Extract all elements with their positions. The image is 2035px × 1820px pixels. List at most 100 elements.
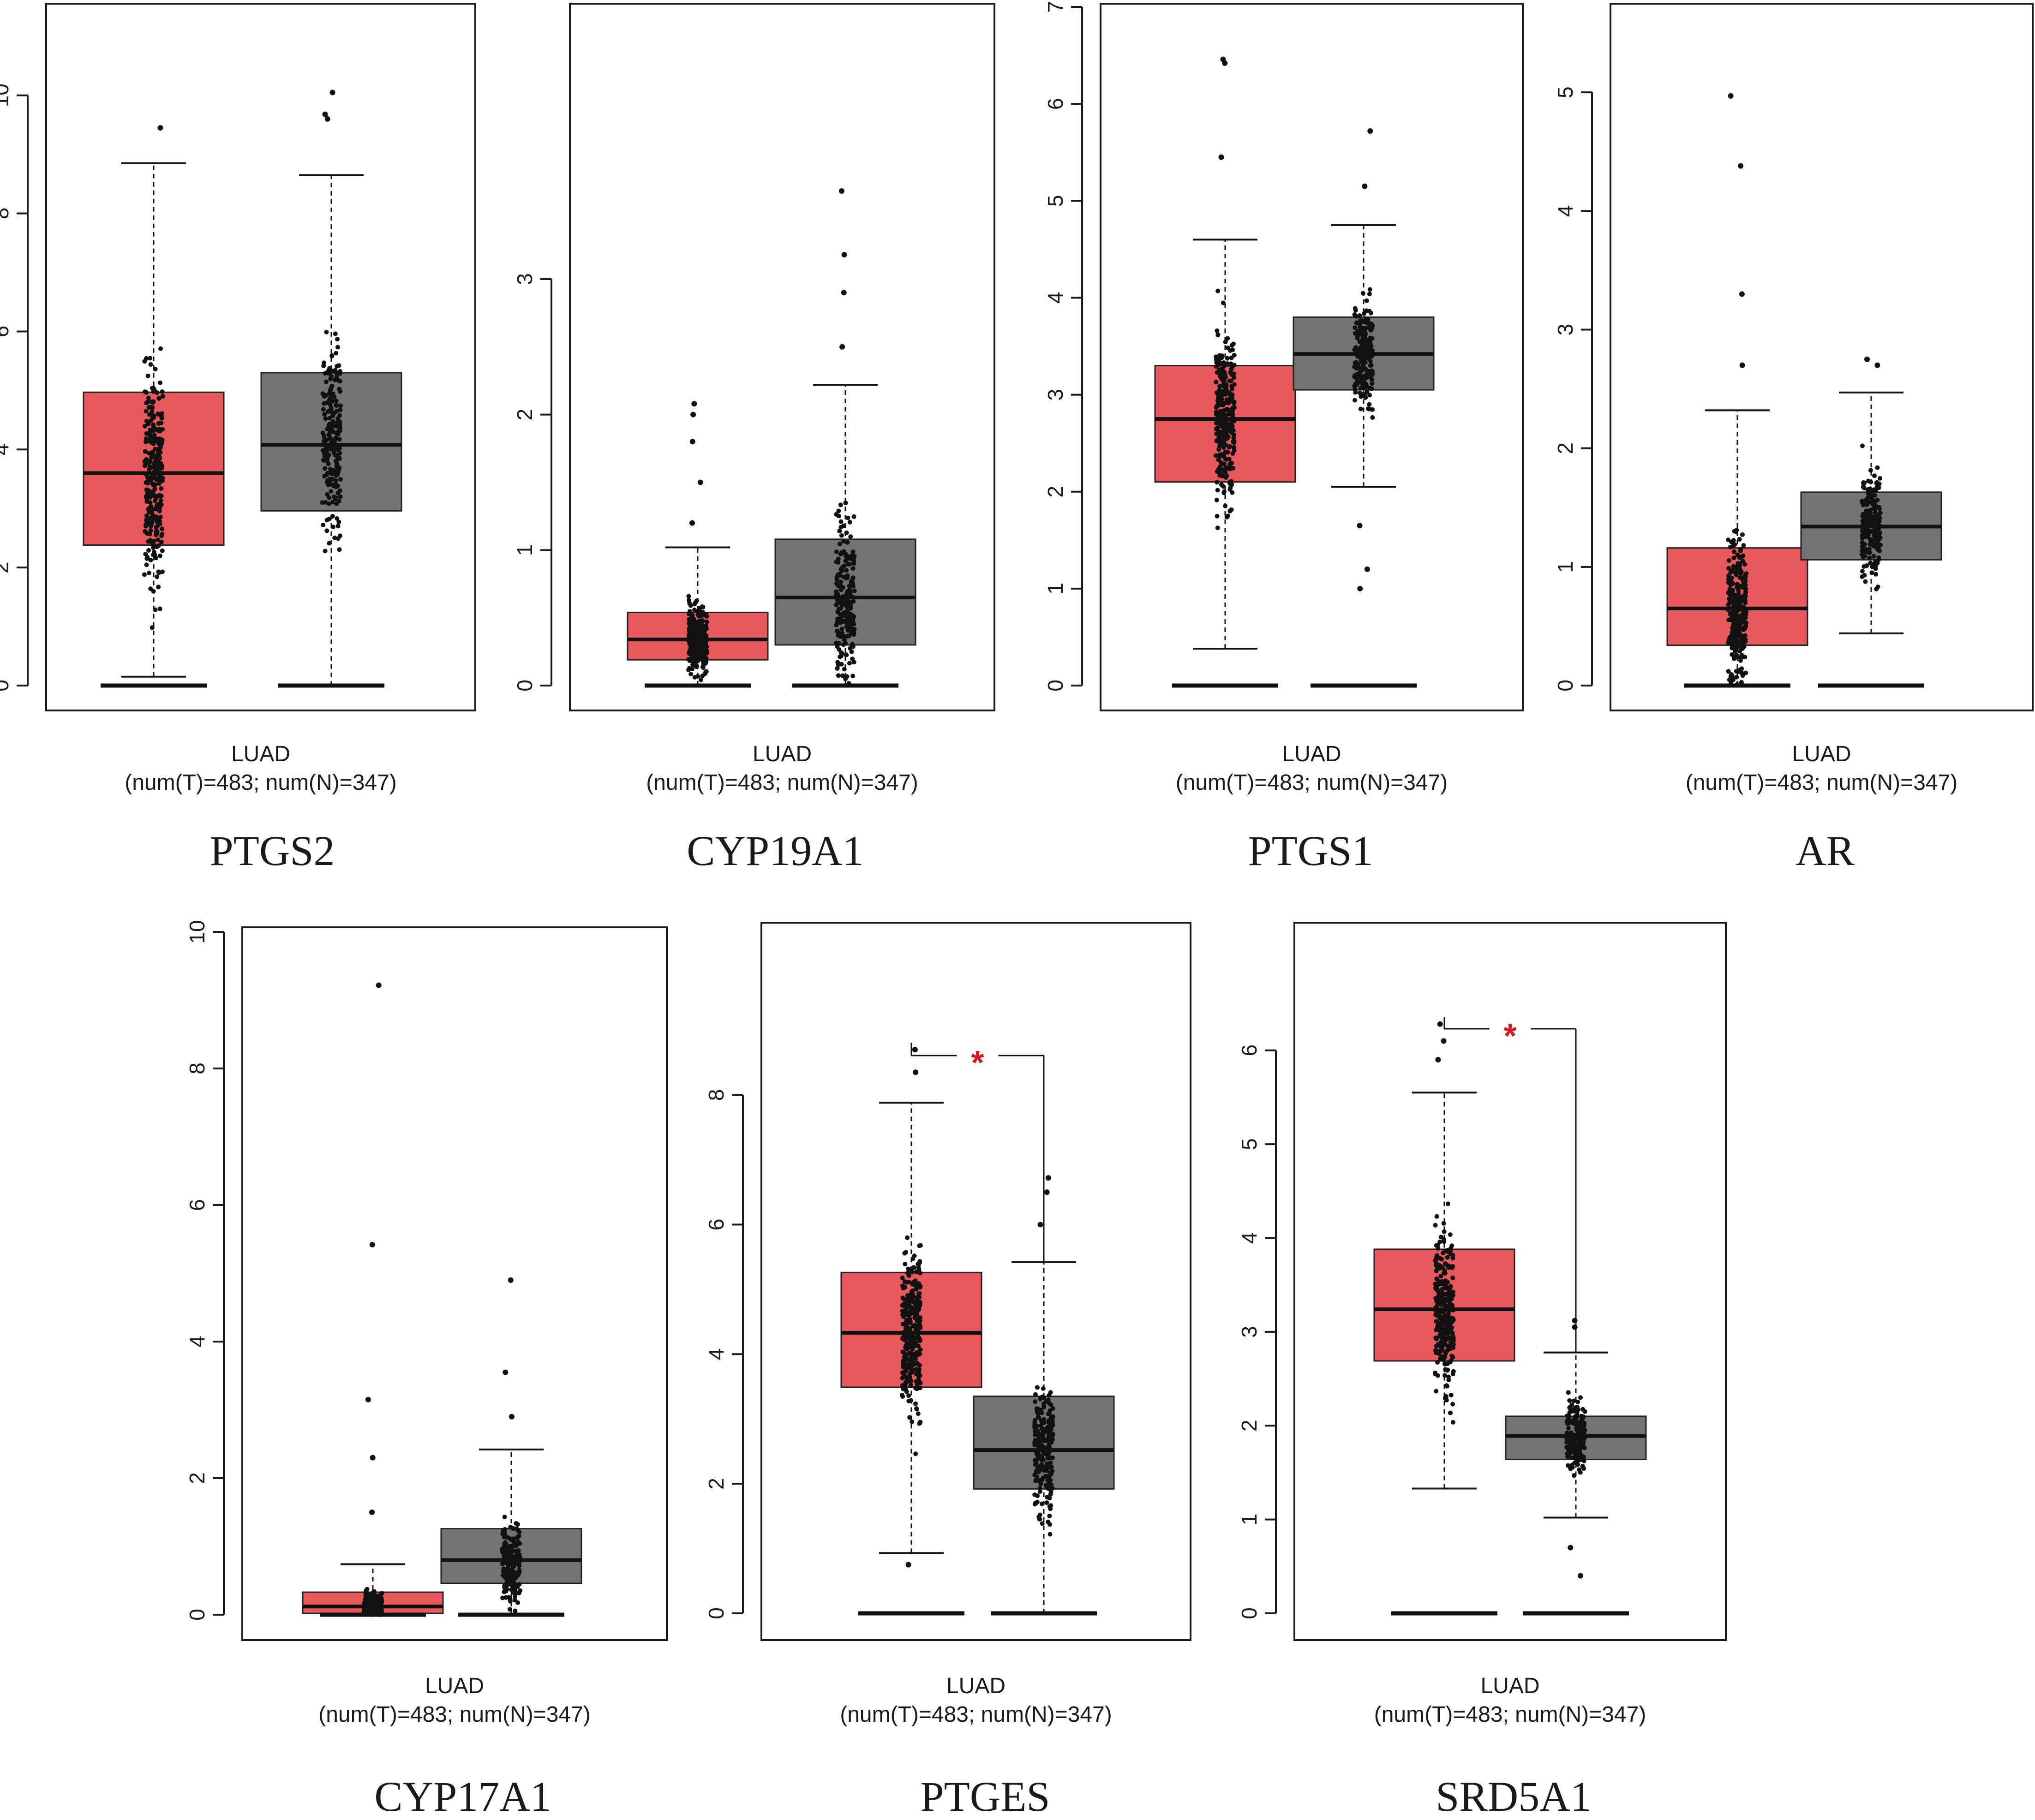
data-point (1046, 1486, 1051, 1491)
data-point (1736, 588, 1741, 593)
data-point (1873, 532, 1879, 537)
data-point (1878, 476, 1883, 481)
data-point (156, 505, 161, 510)
data-point (1217, 354, 1222, 359)
data-point (1863, 579, 1868, 584)
data-point (1726, 597, 1731, 602)
data-point (1861, 524, 1866, 529)
data-point (904, 1343, 909, 1348)
data-point (1216, 390, 1221, 395)
data-point (518, 1588, 523, 1593)
data-point (335, 524, 341, 529)
data-point (337, 446, 342, 451)
data-point (502, 1515, 507, 1520)
data-point (1874, 522, 1879, 527)
data-point (1726, 566, 1731, 571)
data-point (840, 673, 845, 678)
data-point (1579, 1442, 1584, 1447)
data-point (1220, 400, 1225, 406)
data-point (913, 1451, 918, 1456)
x-axis-label: LUAD (1480, 1674, 1539, 1698)
outlier-point (839, 344, 845, 350)
data-point (906, 1304, 911, 1309)
data-point (911, 1361, 916, 1366)
data-point (1742, 654, 1747, 659)
data-point (1361, 374, 1366, 379)
outlier-point (1577, 1573, 1583, 1579)
data-point (1448, 1232, 1453, 1237)
data-point (851, 599, 856, 604)
data-point (1044, 1500, 1049, 1505)
data-point (1223, 503, 1228, 508)
data-point (917, 1363, 922, 1368)
data-point (330, 513, 335, 519)
y-tick-label: 0 (0, 680, 13, 692)
data-point (838, 519, 844, 524)
data-point (687, 601, 692, 606)
data-point (1045, 1495, 1050, 1500)
y-tick-label: 2 (1237, 1420, 1261, 1432)
data-point (370, 1593, 375, 1598)
data-point (1868, 479, 1873, 484)
data-point (1451, 1336, 1456, 1341)
data-point (1050, 1417, 1055, 1422)
data-point (842, 563, 847, 568)
data-point (150, 625, 155, 630)
data-point (144, 562, 149, 567)
outlier-point (1357, 523, 1363, 529)
outlier-point (689, 520, 695, 526)
data-point (378, 1597, 383, 1602)
gene-title: PTGES (920, 1773, 1050, 1820)
data-point (1219, 396, 1224, 401)
data-point (1862, 546, 1867, 551)
data-point (900, 1359, 905, 1364)
data-point (848, 595, 853, 600)
data-point (148, 475, 153, 480)
data-point (835, 629, 840, 634)
outlier-point (913, 1069, 919, 1075)
outlier-point (691, 401, 697, 407)
data-point (1365, 406, 1371, 411)
data-point (1566, 1463, 1571, 1468)
data-point (914, 1406, 919, 1411)
data-point (904, 1366, 910, 1372)
data-points (1860, 356, 1883, 591)
data-point (1728, 544, 1733, 549)
data-point (851, 514, 856, 519)
data-point (1873, 559, 1878, 564)
data-point (1742, 617, 1747, 622)
data-point (1048, 1460, 1053, 1465)
data-point (324, 437, 329, 442)
data-point (500, 1549, 505, 1554)
data-point (902, 1251, 907, 1256)
y-tick-label: 2 (704, 1478, 728, 1490)
data-point (1050, 1406, 1055, 1411)
data-point (156, 412, 161, 417)
data-point (143, 449, 148, 454)
data-point (686, 594, 691, 599)
data-points (1214, 56, 1237, 531)
data-point (322, 433, 327, 438)
data-point (148, 427, 153, 432)
data-point (1370, 372, 1375, 377)
outlier-point (1357, 585, 1363, 591)
data-point (838, 650, 844, 655)
data-point (1868, 561, 1873, 566)
outlier-point (841, 252, 847, 258)
y-tick-label: 4 (704, 1348, 728, 1360)
data-point (692, 648, 697, 653)
data-point (147, 437, 152, 442)
data-point (144, 556, 150, 561)
data-point (1869, 570, 1874, 575)
data-point (906, 1393, 911, 1398)
data-point (911, 1300, 916, 1305)
y-tick-label: 4 (0, 444, 13, 456)
data-point (1582, 1427, 1587, 1432)
data-point (333, 453, 338, 458)
data-point (1230, 412, 1235, 417)
data-point (1043, 1465, 1048, 1470)
data-point (1361, 311, 1366, 316)
data-point (1568, 1441, 1573, 1446)
data-point (915, 1353, 920, 1358)
data-point (1035, 1449, 1040, 1454)
